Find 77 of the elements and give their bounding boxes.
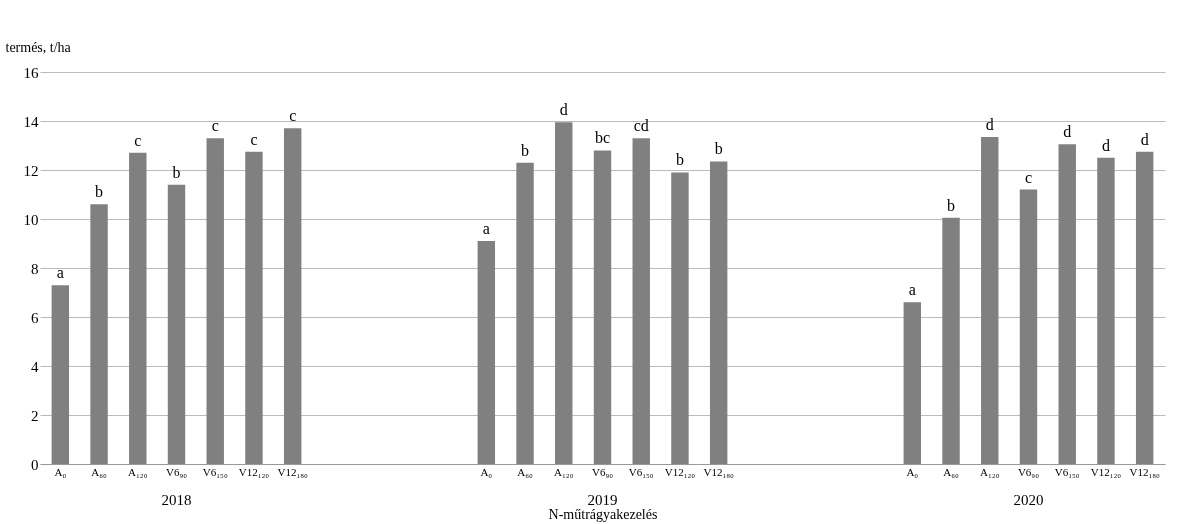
x-tick-label: V6₁₅₀ [1054,465,1080,478]
y-tick-label: 4 [31,358,39,375]
bar [709,161,728,464]
bar [1019,189,1038,464]
data-label: bc [594,129,611,147]
bar [477,241,496,464]
data-label: a [908,281,916,299]
bar [1135,151,1154,464]
y-tick-label: 8 [31,260,39,277]
x-axis-title: N-műtrágyakezelés [548,506,658,522]
x-tick-label: A₀ [54,465,67,478]
x-tick-label: A₆₀ [91,465,108,478]
x-tick-label: A₀ [480,465,493,478]
data-label: a [482,220,490,238]
data-label: d [1140,130,1149,148]
bar [1058,144,1076,464]
x-tick-label: A₆₀ [517,465,534,478]
y-tick-label: 2 [31,407,39,424]
bar [981,136,999,464]
x-tick-label: A₁₂₀ [980,465,1000,478]
x-tick-label: V12₁₂₀ [1090,465,1122,478]
data-label: a [56,264,64,282]
x-tick-label: V6₉₀ [165,465,188,478]
data-label: c [1024,168,1033,186]
y-tick-label: 10 [23,211,39,228]
bar [593,150,612,464]
data-label: d [985,115,994,133]
y-tick-label: 12 [23,162,39,179]
bar [516,162,534,464]
text: 2018 [161,492,192,508]
data-label: d [1101,136,1110,154]
x-tick-label: V6₁₅₀ [628,465,654,478]
bar [283,128,302,464]
y-tick-label: 6 [31,309,39,326]
bar [555,122,573,464]
x-tick-label: V12₁₈₀ [277,465,309,478]
y-tick-label: 14 [23,113,39,130]
x-tick-label: V6₉₀ [591,465,614,478]
x-tick-label: V6₁₅₀ [202,465,228,478]
data-label: c [289,107,297,125]
data-label: c [211,117,219,135]
data-label: b [947,196,956,214]
data-label: c [134,131,142,149]
data-label: d [1063,123,1072,141]
x-tick-label: A₀ [906,465,919,478]
bar [90,204,108,464]
bar [167,184,186,464]
bar [245,151,263,464]
data-label: cd [633,117,649,135]
data-label: b [95,183,104,201]
bar [671,172,689,464]
y-axis-title: termés, t/ha [5,39,72,55]
x-tick-label: V12₁₂₀ [238,465,270,478]
y-tick-label: 16 [23,64,39,81]
data-label: b [521,141,530,159]
x-tick-label: V12₁₈₀ [1129,465,1161,478]
x-tick-label: V12₁₂₀ [664,465,696,478]
bar [942,217,960,464]
y-tick-label: 0 [31,456,39,473]
x-tick-label: V12₁₈₀ [703,465,735,478]
x-tick-label: V6₉₀ [1017,465,1040,478]
bar [632,138,650,464]
x-tick-label: A₁₂₀ [128,465,148,478]
data-label: b [675,151,684,169]
bar [903,302,922,464]
bar [206,138,224,464]
data-label: b [714,140,723,158]
text: 2019 [587,492,618,508]
x-tick-label: A₁₂₀ [554,465,574,478]
data-label: c [250,130,258,148]
data-label: b [172,163,181,181]
data-label: d [559,101,568,119]
bar [51,285,70,464]
text: 2020 [1013,492,1044,508]
bar [129,152,147,464]
bar [1097,157,1115,464]
x-tick-label: A₆₀ [943,465,959,478]
